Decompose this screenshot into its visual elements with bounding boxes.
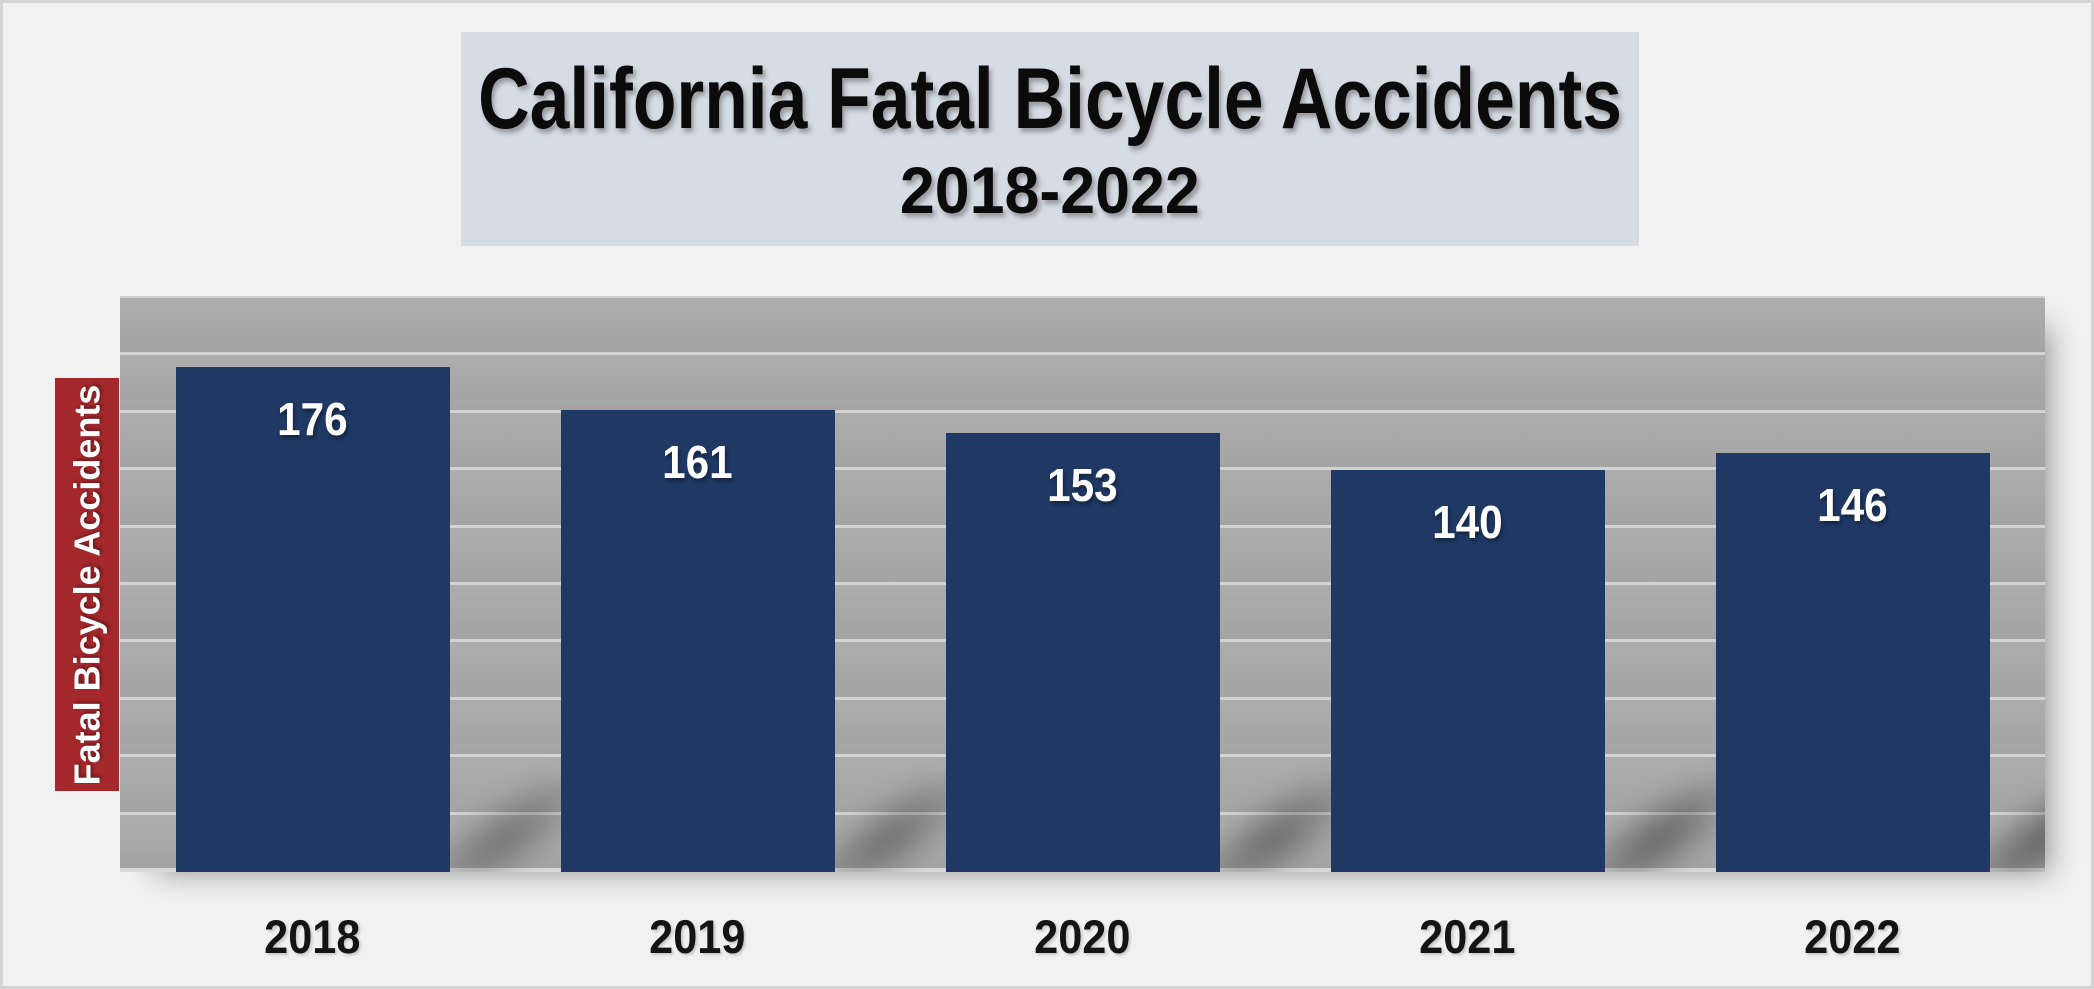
bars-layer: 176 161 153 140 146 xyxy=(120,298,2045,872)
bar-2022: 146 xyxy=(1715,452,1990,872)
bar-2018: 176 xyxy=(175,366,450,872)
chart-title-box: California Fatal Bicycle Accidents 2018-… xyxy=(461,32,1639,246)
bar-value-label: 146 xyxy=(1817,478,1889,531)
chart-title-subtitle: 2018-2022 xyxy=(900,152,1200,227)
y-axis-label: Fatal Bicycle Accidents xyxy=(66,384,107,785)
bar-slot-2022: 146 xyxy=(1660,298,2045,872)
bar-slot-2019: 161 xyxy=(505,298,1017,872)
bar-2021: 140 xyxy=(1330,470,1605,872)
x-axis-label-2018: 2018 xyxy=(120,876,505,964)
x-axis-label-text: 2020 xyxy=(1034,910,1131,963)
y-axis-label-box: Fatal Bicycle Accidents xyxy=(55,378,119,791)
bar-slot-2020: 153 xyxy=(890,298,1402,872)
plot-area: 176 161 153 140 146 xyxy=(120,296,2045,872)
x-axis-label-text: 2021 xyxy=(1419,910,1516,963)
x-axis-label-text: 2022 xyxy=(1804,910,1901,963)
x-axis-label-text: 2019 xyxy=(649,910,746,963)
grid-band xyxy=(120,298,2045,356)
bar-2020: 153 xyxy=(945,432,1220,872)
bar-value-label: 140 xyxy=(1432,496,1504,549)
bar-value-label: 153 xyxy=(1047,458,1119,511)
chart-title-main: California Fatal Bicycle Accidents xyxy=(478,50,1622,147)
bar-value-label: 176 xyxy=(277,392,349,445)
bar-value-label: 161 xyxy=(662,435,734,488)
bar-2019: 161 xyxy=(560,409,835,872)
x-axis-label-2020: 2020 xyxy=(890,876,1275,964)
x-axis-label-2021: 2021 xyxy=(1275,876,1660,964)
x-axis-label-2019: 2019 xyxy=(505,876,890,964)
x-axis-label-2022: 2022 xyxy=(1660,876,2045,964)
bar-slot-2018: 176 xyxy=(120,298,632,872)
x-axis-labels: 2018 2019 2020 2021 2022 xyxy=(120,876,2045,964)
x-axis-label-text: 2018 xyxy=(264,910,361,963)
bar-slot-2021: 140 xyxy=(1275,298,1787,872)
